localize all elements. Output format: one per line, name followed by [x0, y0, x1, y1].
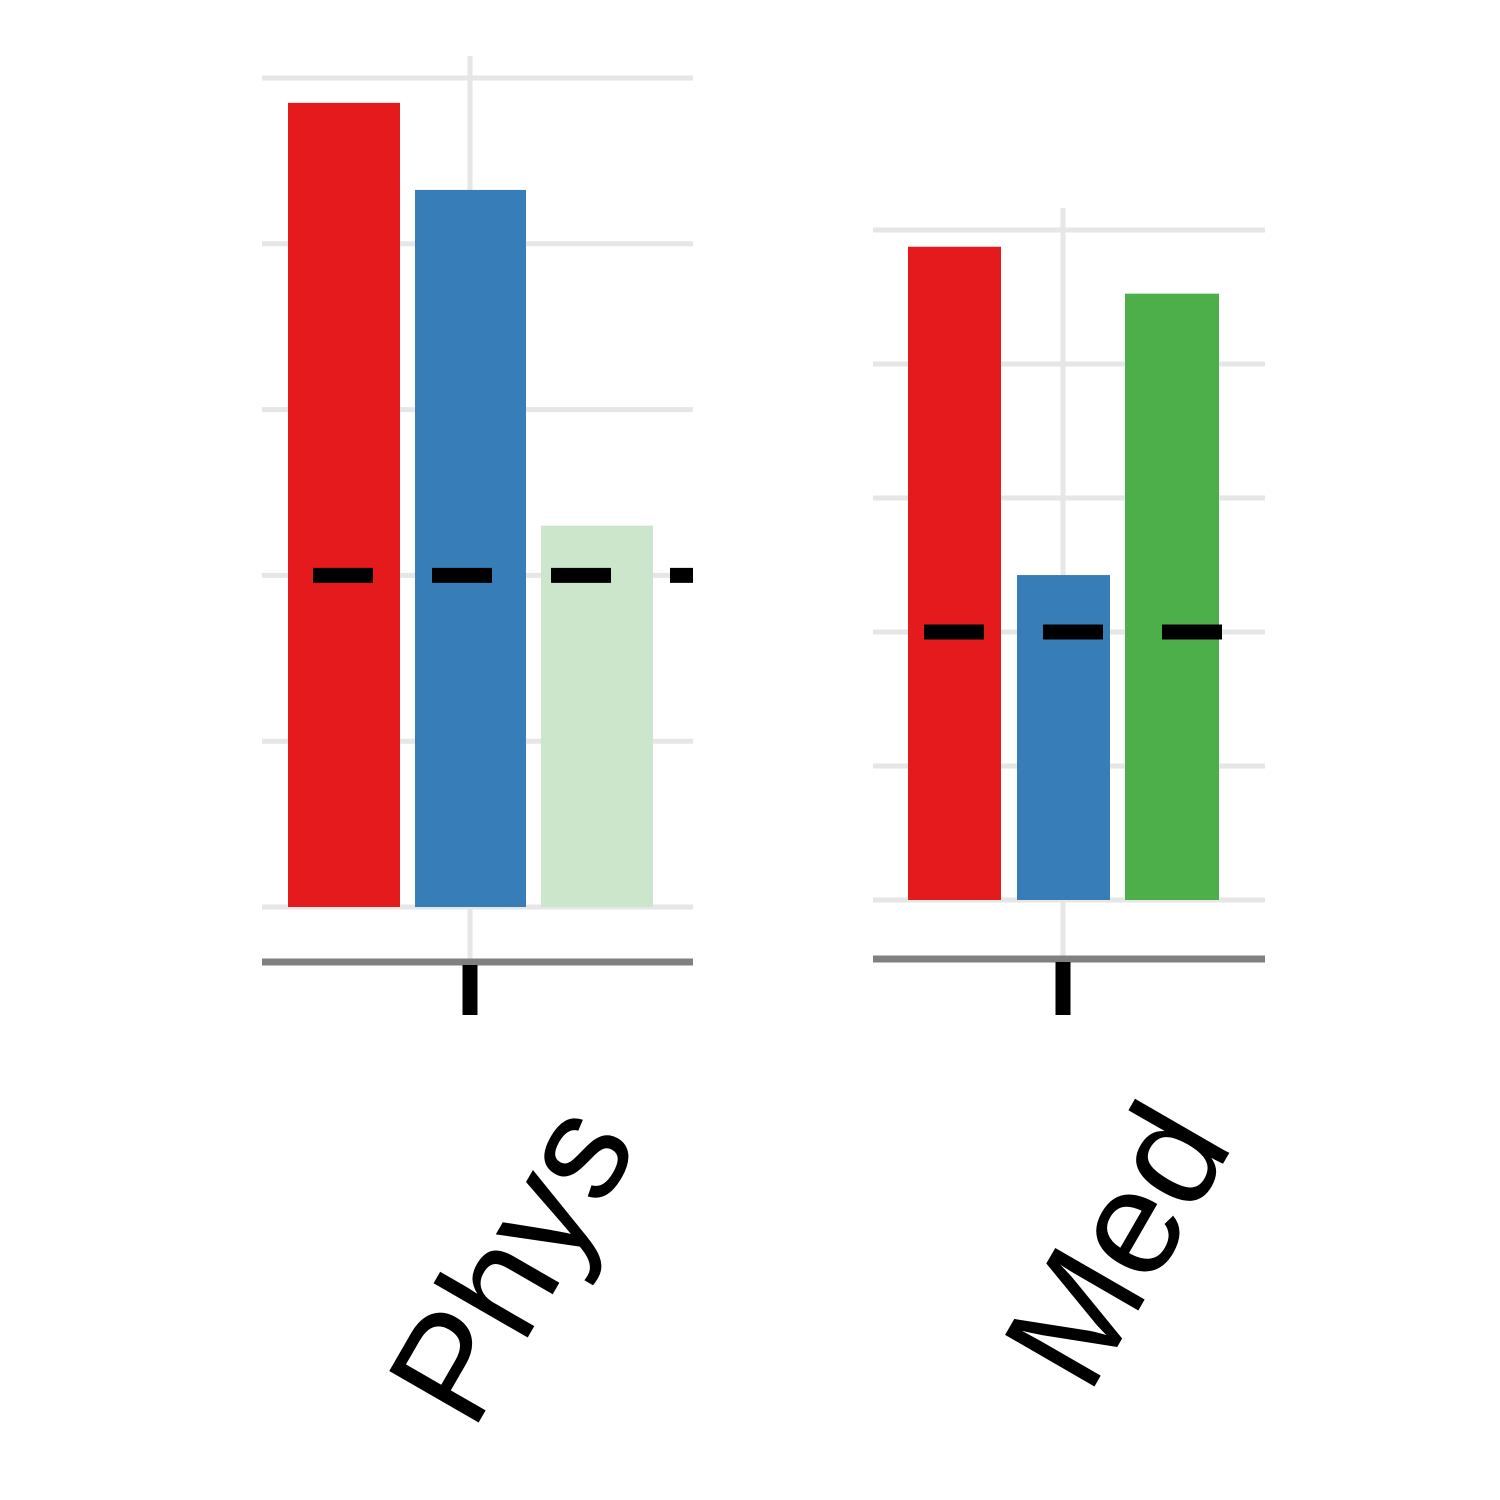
panel-med: [873, 208, 1265, 1015]
panel-phys: [262, 56, 693, 1015]
bar-series-2: [1017, 575, 1110, 900]
bar-series-2: [415, 189, 526, 908]
bar-series-1: [288, 102, 400, 908]
panel-label-med: Med: [971, 1076, 1262, 1413]
panel-label-phys: Phys: [355, 1076, 667, 1449]
bar-series-3: [541, 525, 653, 907]
bar-series-3: [1125, 293, 1219, 900]
bar-series-1: [908, 246, 1001, 900]
